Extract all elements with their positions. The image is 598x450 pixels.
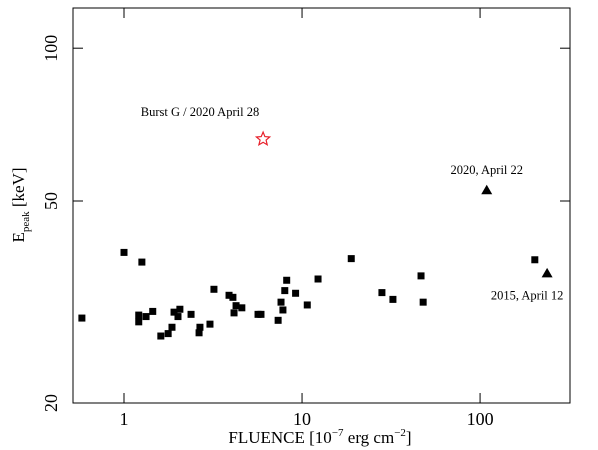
point [274,316,282,324]
point [78,314,86,322]
point [232,302,240,310]
point [230,309,238,317]
point [283,276,291,284]
point [238,304,246,312]
point [229,293,237,301]
point [254,130,272,147]
point [164,330,172,338]
point [120,248,128,256]
point [168,323,176,331]
point [347,255,355,263]
point [531,256,539,264]
x-tick-label: 100 [467,409,494,429]
x-label-text: erg cm [344,428,395,447]
annotation: 2015, April 12 [491,288,564,302]
point [174,313,182,321]
annotation: Burst G / 2020 April 28 [141,105,259,119]
point [210,285,218,293]
y-label-text: [keV] [9,167,28,211]
point [195,329,203,337]
x-label-exp: −7 [332,427,344,439]
point [142,313,150,321]
y-tick-label: 20 [41,394,61,412]
point [417,272,425,280]
point [157,332,165,340]
x-tick-label: 1 [120,409,129,429]
point [149,307,157,315]
point [541,267,553,278]
y-label-text: E [9,232,28,242]
point [314,275,322,283]
x-label-exp: −2 [394,427,406,439]
point [277,298,285,306]
x-label-text: FLUENCE [10 [228,428,331,447]
point [196,323,204,331]
point [206,320,214,328]
point [281,287,289,295]
point [138,258,146,266]
annotation: 2020, April 22 [450,163,523,177]
x-tick-label: 10 [293,409,311,429]
point [292,289,300,297]
y-tick-label: 50 [41,192,61,210]
point [135,311,143,319]
point [303,301,311,309]
point [481,184,493,195]
point [187,310,195,318]
y-label-sub: peak [20,211,32,232]
point [257,310,265,318]
point [170,308,178,316]
x-label-text: ] [406,428,412,447]
point [135,318,143,326]
y-tick-label: 100 [41,35,61,62]
x-axis-label: FLUENCE [10−7 erg cm−2] [228,427,411,447]
point [279,306,287,314]
point [225,291,233,299]
point [389,295,397,303]
point [419,298,427,306]
y-axis-label: Epeak [keV] [9,167,32,242]
point [378,289,386,297]
plot-frame [72,7,571,404]
point [176,305,184,313]
